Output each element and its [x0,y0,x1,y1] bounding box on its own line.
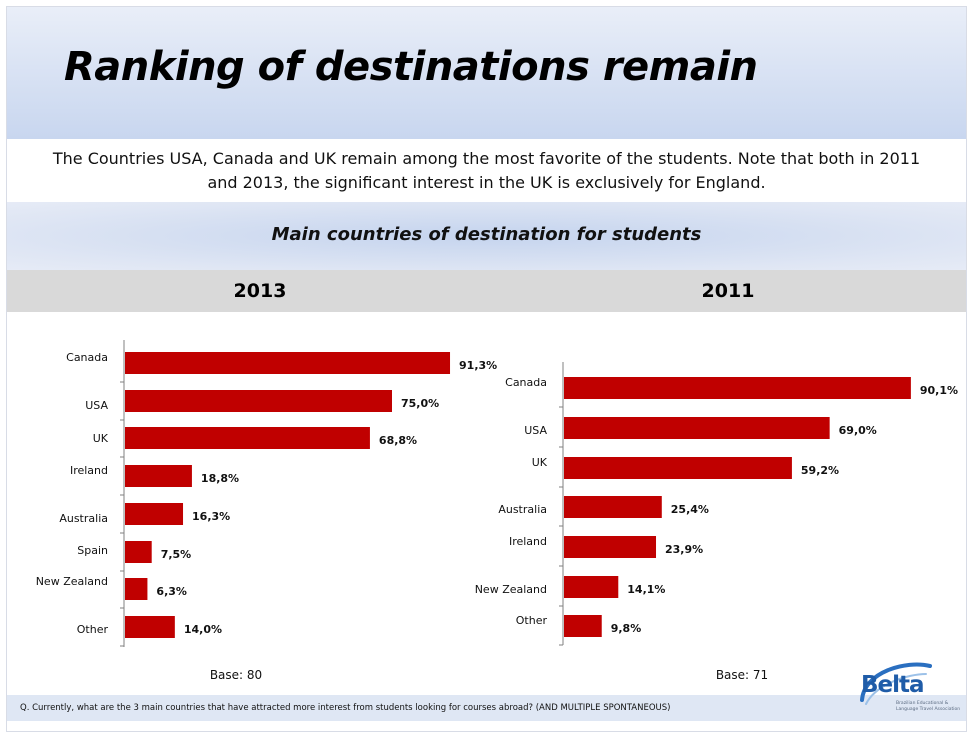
value-label-2013-canada: 91,3% [459,359,497,372]
year-heading-2011: 2011 [701,280,755,302]
category-label-2011-uk: UK [532,456,548,469]
category-label-2011-australia: Australia [498,503,547,516]
category-label-2011-other: Other [516,614,548,627]
title-band [7,7,966,139]
value-label-2011-uk: 59,2% [801,464,839,477]
base-2011: Base: 71 [715,668,769,682]
footer-band [7,695,966,721]
bar-2013-usa [125,390,392,412]
logo-swoosh-icon [860,662,932,705]
value-label-2011-canada: 90,1% [920,384,958,397]
bar-2011-other [564,615,602,637]
bar-2011-canada [564,377,911,399]
intro-line-1: The Countries USA, Canada and UK remain … [52,149,921,168]
value-label-2013-new-zealand: 6,3% [156,585,187,598]
logo-sub-line-1: Brazilian Educational & [896,701,949,706]
value-label-2013-ireland: 18,8% [201,472,239,485]
intro-line-2: and 2013, the significant interest in th… [207,173,766,192]
base-2013: Base: 80 [209,668,263,682]
bar-2011-uk [564,457,792,479]
category-label-2011-new-zealand: New Zealand [475,583,547,596]
bar-2013-canada [125,352,451,374]
year-heading-2013: 2013 [233,280,287,302]
value-label-2011-usa: 69,0% [839,424,877,437]
chart-subtitle: Main countries of destination for studen… [271,224,702,245]
value-label-2013-spain: 7,5% [161,548,192,561]
subtitle-band [7,202,966,270]
bar-2011-ireland [564,536,657,558]
value-label-2013-other: 14,0% [184,623,222,636]
bar-2013-australia [125,503,184,525]
bar-2013-new-zealand [125,578,148,600]
value-label-2011-ireland: 23,9% [665,543,703,556]
intro-text: The Countries USA, Canada and UK remain … [12,147,961,195]
slide-title: Ranking of destinations remain [64,44,758,90]
bar-2013-uk [125,427,370,449]
value-label-2011-new-zealand: 14,1% [627,583,665,596]
bar-2013-other [125,616,175,638]
value-label-2011-australia: 25,4% [671,503,709,516]
value-label-2013-uk: 68,8% [379,434,417,447]
category-label-2013-canada: Canada [66,351,108,364]
category-label-2011-canada: Canada [505,376,547,389]
logo-subtitle: Brazilian Educational & Language Travel … [896,701,960,713]
category-label-2011-ireland: Ireland [509,535,547,548]
category-label-2013-usa: USA [85,399,108,412]
bar-2013-ireland [125,465,192,487]
category-label-2013-australia: Australia [59,512,108,525]
bar-2013-spain [125,541,152,563]
bar-2011-australia [564,496,662,518]
belta-logo: Belta Brazilian Educational & Language T… [856,660,960,724]
value-label-2013-usa: 75,0% [401,397,439,410]
logo-word: Belta [861,672,925,698]
survey-question: Q. Currently, what are the 3 main countr… [20,703,671,713]
logo-sub-line-2: Language Travel Association [896,707,961,712]
category-label-2013-uk: UK [93,432,109,445]
category-label-2013-ireland: Ireland [70,464,108,477]
value-label-2013-australia: 16,3% [192,510,230,523]
category-label-2013-other: Other [77,623,109,636]
year-band [7,270,966,312]
bar-2011-usa [564,417,830,439]
category-label-2013-new-zealand: New Zealand [36,575,108,588]
bar-2011-new-zealand [564,576,619,598]
category-label-2011-usa: USA [524,424,547,437]
value-label-2011-other: 9,8% [611,622,642,635]
category-label-2013-spain: Spain [77,544,108,557]
slide-frame [6,6,967,732]
